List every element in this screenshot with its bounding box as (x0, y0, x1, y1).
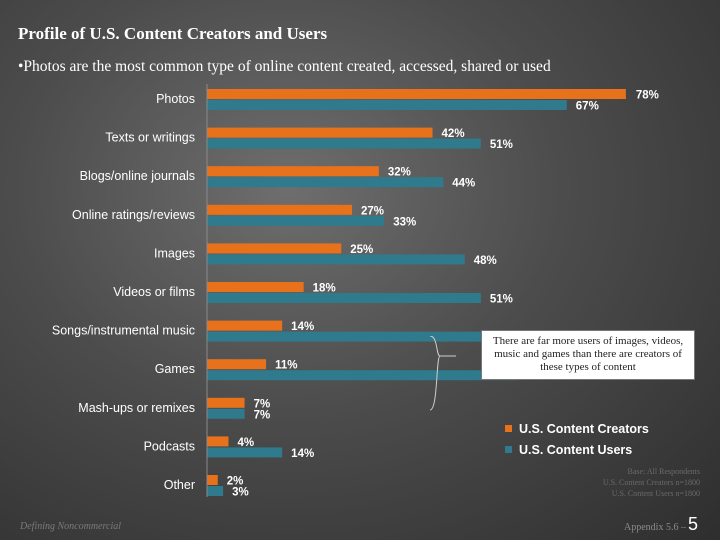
base-note-line: U.S. Content Users n=1800 (611, 489, 700, 498)
bar-users-images (207, 254, 465, 265)
page-number: 5 (688, 514, 699, 534)
value-label-creators-other: 2% (227, 476, 244, 488)
category-label-other: Other (164, 478, 195, 492)
bar-users-songs-instrumental-music (207, 331, 519, 342)
value-label-users-blogs-online-journals: 44% (452, 178, 475, 190)
value-label-creators-images: 25% (350, 244, 373, 256)
value-label-creators-blogs-online-journals: 32% (388, 167, 411, 179)
bar-users-other (207, 486, 224, 496)
bar-users-videos-or-films (207, 293, 481, 303)
category-label-blogs-online-journals: Blogs/online journals (80, 169, 195, 183)
bar-creators-podcasts (207, 436, 229, 447)
category-label-podcasts: Podcasts (144, 439, 195, 453)
value-label-users-mash-ups-or-remixes: 7% (254, 409, 271, 421)
bar-creators-videos-or-films (207, 282, 304, 292)
bar-users-texts-or-writings (207, 138, 481, 149)
value-label-creators-songs-instrumental-music: 14% (291, 321, 314, 333)
base-note: Base: All Respondents U.S. Content Creat… (560, 466, 700, 499)
bar-users-games (207, 370, 519, 381)
slide-subtitle: •Photos are the most common type of onli… (18, 58, 551, 75)
appendix-label: Appendix 5.6 – (624, 522, 686, 533)
value-label-creators-texts-or-writings: 42% (442, 128, 465, 140)
legend-swatch-creators (505, 425, 512, 432)
category-label-videos-or-films: Videos or films (113, 285, 195, 299)
bar-users-blogs-online-journals (207, 177, 444, 188)
callout-note: There are far more users of images, vide… (481, 330, 695, 380)
value-label-users-texts-or-writings: 51% (490, 139, 513, 151)
value-label-creators-podcasts: 4% (237, 437, 254, 449)
value-label-users-podcasts: 14% (291, 448, 314, 460)
bar-creators-online-ratings-reviews (207, 204, 352, 215)
bar-users-mash-ups-or-remixes (207, 408, 245, 419)
bar-creators-games (207, 359, 267, 370)
legend-item-users: U.S. Content Users (505, 439, 649, 460)
value-label-creators-mash-ups-or-remixes: 7% (254, 398, 271, 410)
category-label-images: Images (154, 246, 195, 260)
legend-label-creators: U.S. Content Creators (519, 421, 649, 436)
value-label-users-images: 48% (474, 255, 497, 267)
category-label-songs-instrumental-music: Songs/instrumental music (52, 324, 195, 338)
value-label-users-videos-or-films: 51% (490, 294, 513, 306)
bar-users-online-ratings-reviews (207, 215, 385, 226)
bar-users-podcasts (207, 447, 283, 458)
legend-label-users: U.S. Content Users (519, 442, 633, 457)
value-label-creators-online-ratings-reviews: 27% (361, 205, 384, 217)
bar-creators-texts-or-writings (207, 127, 433, 138)
category-label-mash-ups-or-remixes: Mash-ups or remixes (78, 401, 195, 415)
category-label-games: Games (155, 362, 195, 376)
base-note-line: U.S. Content Creators n=1800 (602, 478, 700, 487)
legend-item-creators: U.S. Content Creators (505, 418, 649, 439)
bar-creators-photos (207, 89, 626, 99)
slide-title: Profile of U.S. Content Creators and Use… (18, 24, 328, 43)
category-label-online-ratings-reviews: Online ratings/reviews (72, 208, 195, 222)
bar-creators-blogs-online-journals (207, 166, 379, 177)
value-label-creators-videos-or-films: 18% (313, 283, 336, 295)
chart-legend: U.S. Content Creators U.S. Content Users (505, 418, 649, 460)
base-note-line: Base: All Respondents (627, 467, 700, 476)
footer-left-text: Defining Noncommercial (20, 521, 122, 532)
legend-swatch-users (505, 446, 512, 453)
callout-bracket (429, 336, 456, 411)
value-label-creators-photos: 78% (636, 90, 659, 102)
value-label-users-other: 3% (232, 487, 249, 499)
bar-users-photos (207, 100, 567, 110)
bar-creators-images (207, 243, 342, 254)
bar-creators-mash-ups-or-remixes (207, 397, 245, 408)
category-label-photos: Photos (156, 92, 195, 106)
category-label-texts-or-writings: Texts or writings (105, 131, 195, 145)
value-label-creators-games: 11% (275, 360, 297, 372)
value-label-users-photos: 67% (576, 101, 599, 113)
value-label-users-online-ratings-reviews: 33% (393, 216, 416, 228)
bar-creators-songs-instrumental-music (207, 320, 283, 331)
bar-creators-other (207, 475, 218, 485)
